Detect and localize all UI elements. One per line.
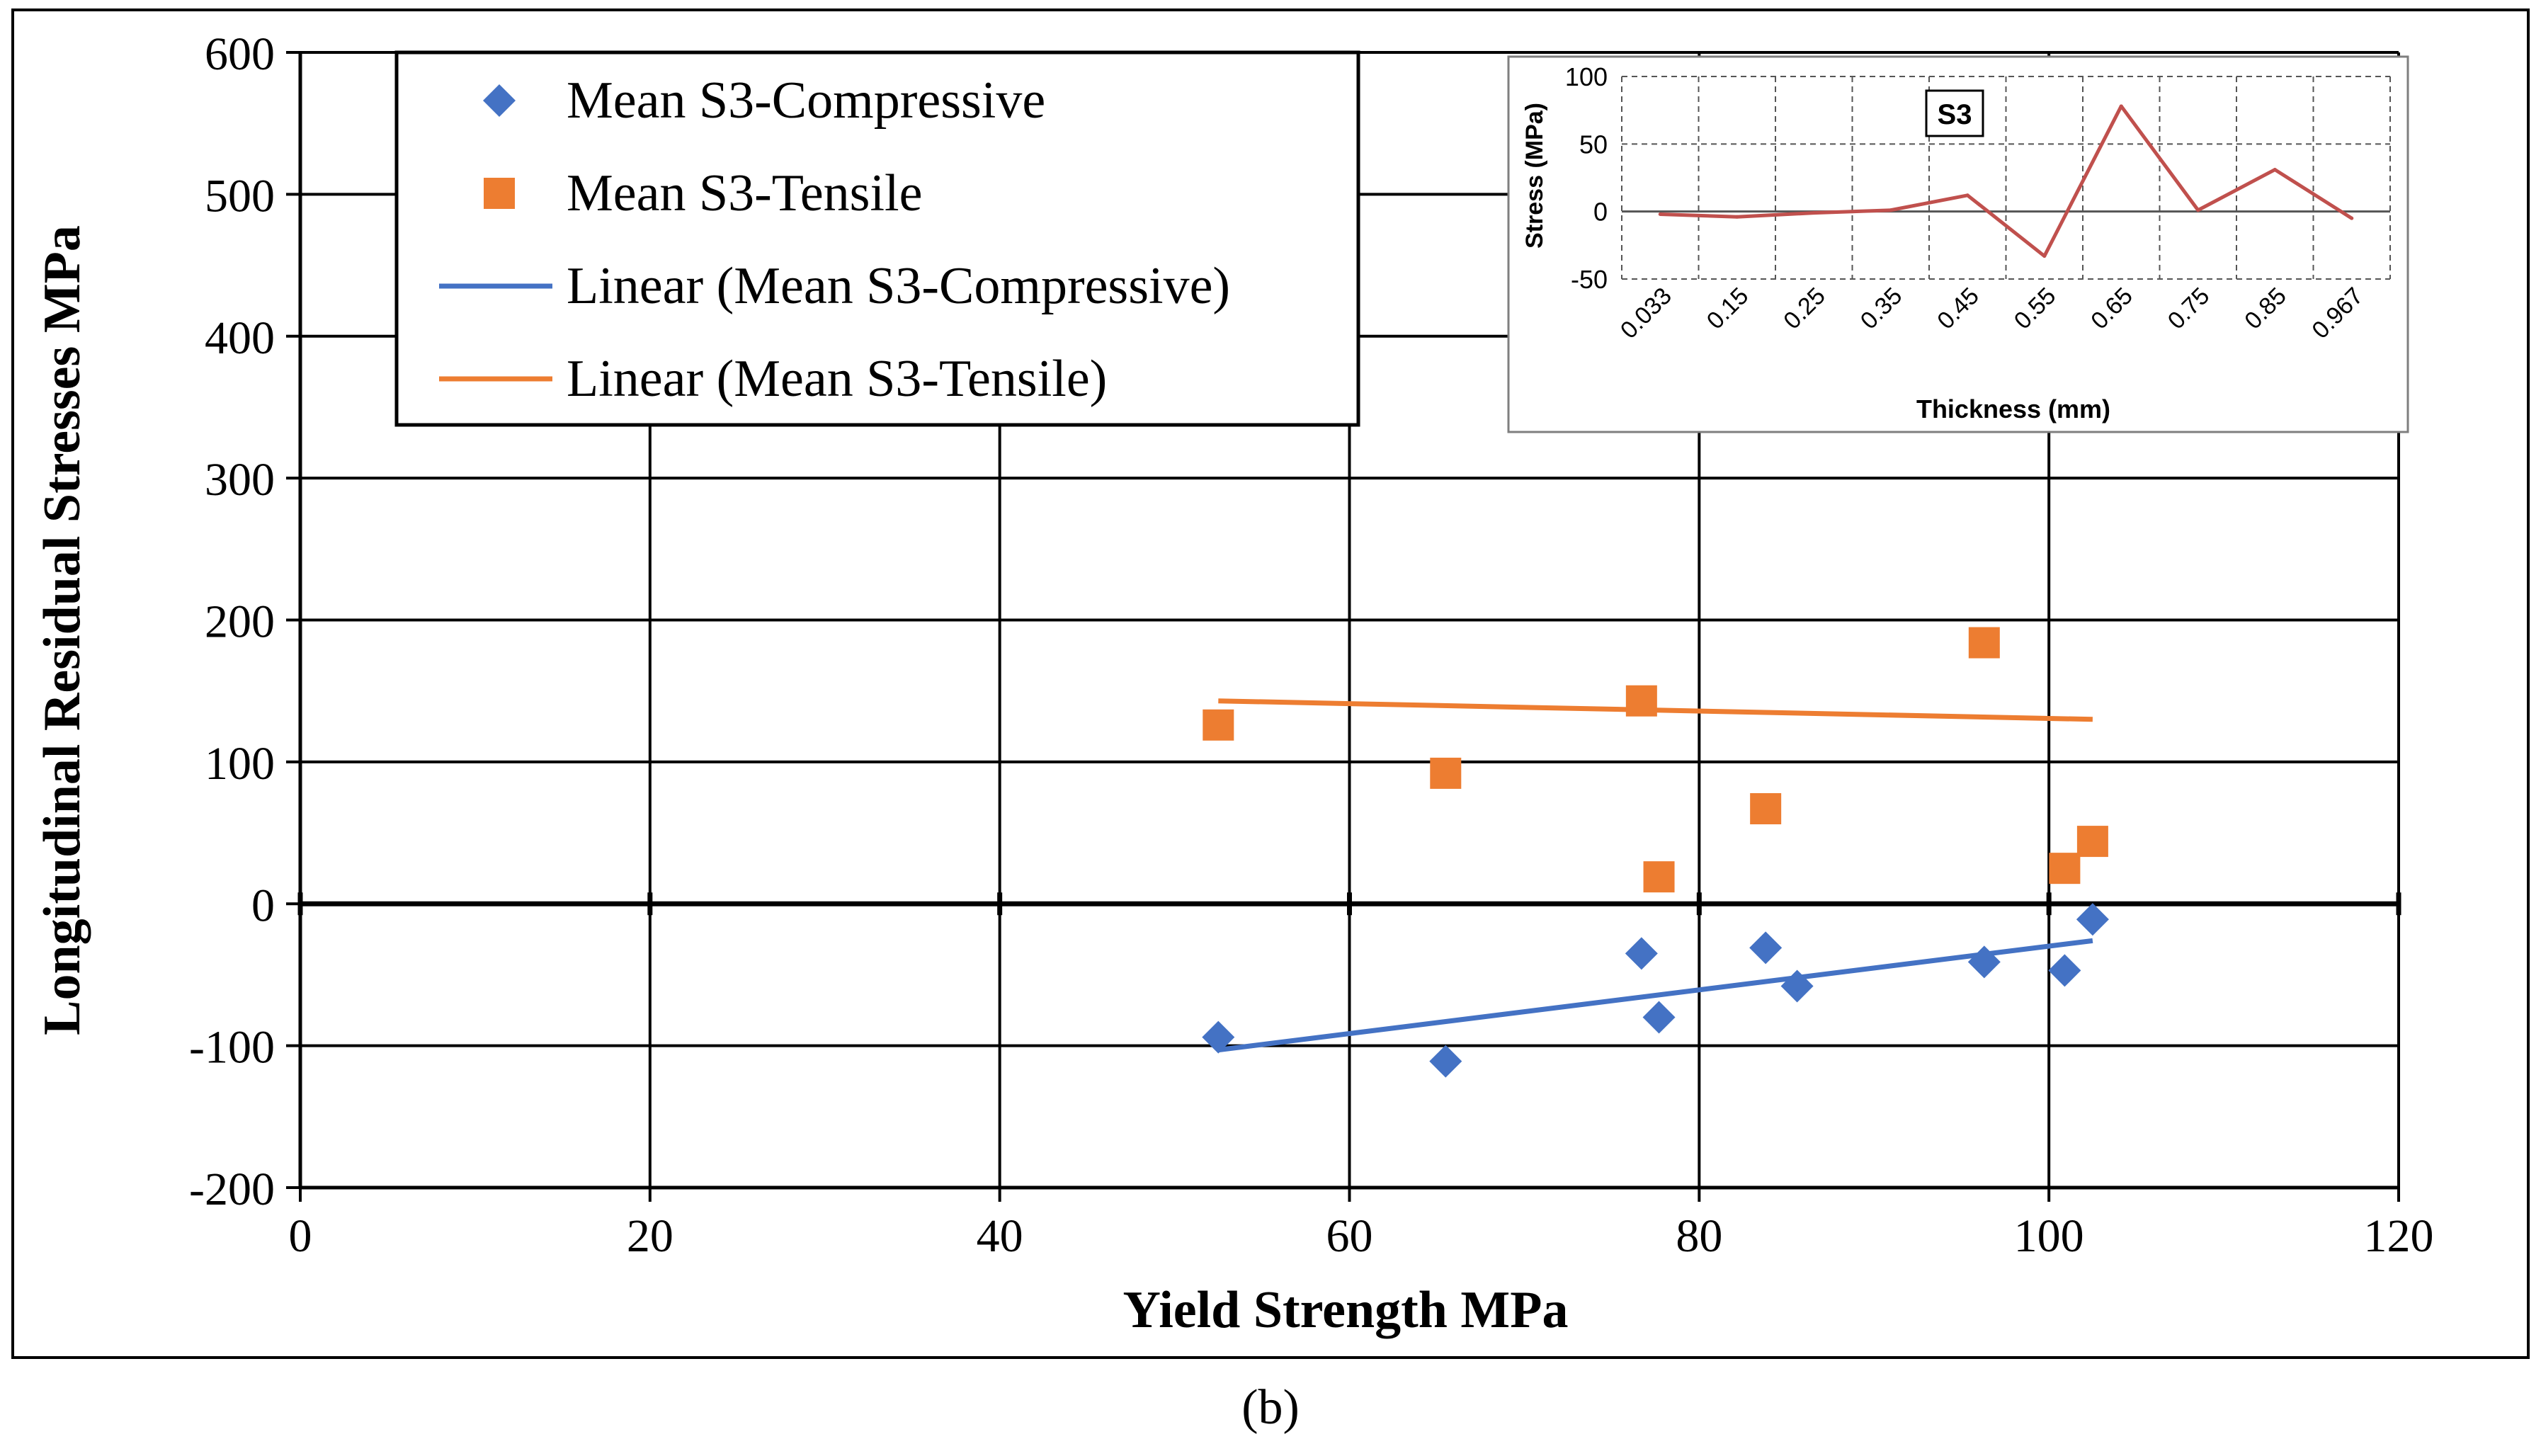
- y-axis-label: Longitudinal Residual Stresses MPa: [33, 225, 91, 1035]
- inset-point-5: [2042, 254, 2047, 258]
- x-tick-label-1: 20: [627, 1210, 673, 1262]
- legend-item-1: Mean S3-Tensile: [484, 164, 922, 222]
- inset-point-3: [1889, 208, 1893, 212]
- tensile-point-2: [1625, 685, 1657, 717]
- tensile-point-5: [1968, 627, 2000, 659]
- tensile-point-0: [1203, 709, 1234, 741]
- inset-point-9: [2350, 216, 2354, 220]
- compressive-point-8: [2076, 903, 2109, 936]
- tensile-point-6: [2049, 853, 2081, 885]
- inset-annotation: S3: [1925, 89, 1984, 137]
- compressive-point-2: [1625, 937, 1658, 970]
- y-tick-label-6: 400: [205, 312, 275, 364]
- trendline-2: [1217, 938, 2093, 1053]
- inset-point-2: [1812, 211, 1816, 215]
- x-tick-label-2: 40: [977, 1210, 1023, 1262]
- inset-y-tick-label-0: -50: [1571, 265, 1608, 294]
- inset-point-8: [2273, 168, 2277, 172]
- inset-point-6: [2119, 104, 2123, 108]
- tensile-point-4: [1750, 792, 1782, 824]
- y-tick-label-5: 300: [205, 454, 275, 506]
- y-tick-label-8: 600: [205, 28, 275, 80]
- inset-x-axis-label: Thickness (mm): [1916, 394, 2110, 423]
- compressive-point-0: [1202, 1020, 1235, 1054]
- x-tick-label-5: 100: [2014, 1210, 2084, 1262]
- x-tick-label-4: 80: [1676, 1210, 1722, 1262]
- inset-grid: [1621, 76, 2391, 280]
- tensile-point-3: [1643, 861, 1675, 893]
- x-tick-label-0: 0: [289, 1210, 312, 1262]
- inset-y-axis-label: Stress (MPa): [1521, 103, 1548, 249]
- y-tick-label-7: 500: [205, 170, 275, 222]
- main-axes: [286, 51, 2401, 1202]
- y-tick-label-2: 0: [251, 880, 275, 931]
- y-tick-label-1: -100: [189, 1022, 275, 1074]
- compressive-point-1: [1429, 1045, 1462, 1078]
- inset-series: [1658, 104, 2354, 258]
- y-tick-label-0: -200: [189, 1164, 275, 1215]
- compressive-point-7: [2048, 954, 2081, 987]
- inset-point-4: [1965, 193, 1969, 198]
- main-x-tick-labels: 0 20 40 60 80 100 120: [289, 1210, 2434, 1262]
- compressive-point-6: [1967, 945, 2001, 979]
- legend-diamond-swatch: [483, 84, 516, 117]
- inset-y-tick-label-3: 100: [1565, 62, 1608, 91]
- main-y-tick-labels: -200 -100 0 100 200 300 400 500 600: [189, 28, 275, 1215]
- main-series: [1202, 627, 2109, 1078]
- legend-item-2: Linear (Mean S3-Compressive): [439, 257, 1230, 315]
- compressive-point-3: [1642, 1001, 1676, 1034]
- x-tick-label-6: 120: [2364, 1210, 2434, 1262]
- x-axis-label: Yield Strength MPa: [1123, 1281, 1569, 1339]
- tensile-point-1: [1430, 757, 1462, 789]
- compressive-point-4: [1749, 931, 1783, 965]
- legend-box: [394, 50, 1360, 427]
- inset-y-tick-label-1: 0: [1593, 198, 1608, 227]
- legend-item-0: Mean S3-Compressive: [483, 72, 1045, 130]
- inset-point-7: [2196, 208, 2200, 212]
- legend-label-3: Linear (Mean S3-Tensile): [567, 350, 1107, 408]
- inset-series-line-0: [1660, 104, 2353, 258]
- y-tick-label-3: 100: [205, 738, 275, 790]
- tensile-point-7: [2076, 826, 2108, 858]
- x-tick-label-3: 60: [1326, 1210, 1373, 1262]
- legend-square-swatch: [484, 178, 515, 209]
- legend-item-3: Linear (Mean S3-Tensile): [439, 350, 1107, 408]
- compressive-point-5: [1780, 969, 1814, 1003]
- legend: Mean S3-Compressive Mean S3-Tensile Linear…: [394, 50, 1360, 427]
- figure-caption: (b): [1241, 1380, 1300, 1435]
- inset-point-0: [1658, 212, 1662, 216]
- inset-point-1: [1735, 215, 1739, 219]
- inset-y-tick-label-2: 50: [1579, 130, 1608, 159]
- inset-annotation-box: [1925, 89, 1984, 137]
- inset-annotation-text: S3: [1938, 99, 1972, 130]
- legend-label-1: Mean S3-Tensile: [567, 164, 922, 222]
- y-tick-label-4: 200: [205, 596, 275, 648]
- inset-y-tick-labels: -50 0 50 100: [1565, 62, 1608, 294]
- legend-label-2: Linear (Mean S3-Compressive): [567, 257, 1230, 315]
- legend-label-0: Mean S3-Compressive: [567, 72, 1045, 130]
